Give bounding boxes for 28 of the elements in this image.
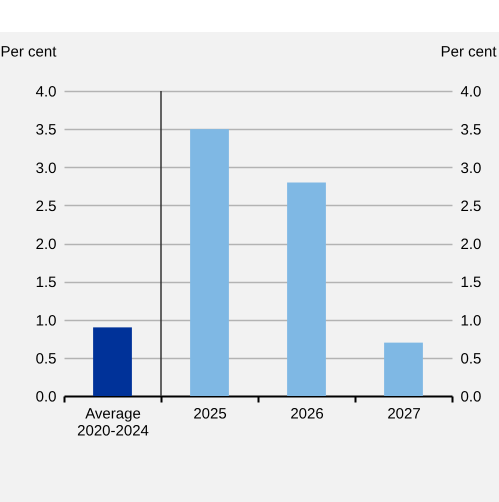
y-tick-label: 0.0 xyxy=(36,388,56,406)
y2-tick-label: 3.0 xyxy=(460,160,482,177)
bar xyxy=(287,182,326,396)
y2-tick-label: 1.0 xyxy=(460,312,482,330)
y-tick-label: 1.0 xyxy=(36,312,56,330)
y2-tick-label: 0.0 xyxy=(460,388,482,406)
y-tick-label: 3.0 xyxy=(36,160,56,177)
x-tick-label: 2025 xyxy=(193,406,227,422)
y-tick-label: 2.0 xyxy=(36,236,56,253)
x-tick-label: 2026 xyxy=(290,406,324,422)
y2-tick-label: 3.5 xyxy=(460,122,482,139)
y2-tick-label: 2.5 xyxy=(460,198,482,215)
y-tick-label: 3.5 xyxy=(36,122,56,139)
y2-tick-label: 1.5 xyxy=(460,274,482,292)
y2-tick-label: 2.0 xyxy=(460,236,482,253)
x-tick-label: 2027 xyxy=(387,406,421,422)
bar xyxy=(384,342,423,396)
y-axis-title: Per cent xyxy=(0,44,58,60)
y-tick-label: 0.5 xyxy=(36,350,56,368)
y-tick-label: 4.0 xyxy=(36,84,56,100)
bar xyxy=(93,327,132,396)
bar xyxy=(190,129,229,396)
y2-tick-label: 0.5 xyxy=(460,350,482,368)
y2-axis-title: Per cent xyxy=(440,44,498,60)
y-tick-label: 2.5 xyxy=(36,198,56,215)
y2-tick-label: 4.0 xyxy=(460,84,482,100)
y-tick-label: 1.5 xyxy=(36,274,56,292)
x-tick-label: Average 2020-2024 xyxy=(77,406,149,440)
